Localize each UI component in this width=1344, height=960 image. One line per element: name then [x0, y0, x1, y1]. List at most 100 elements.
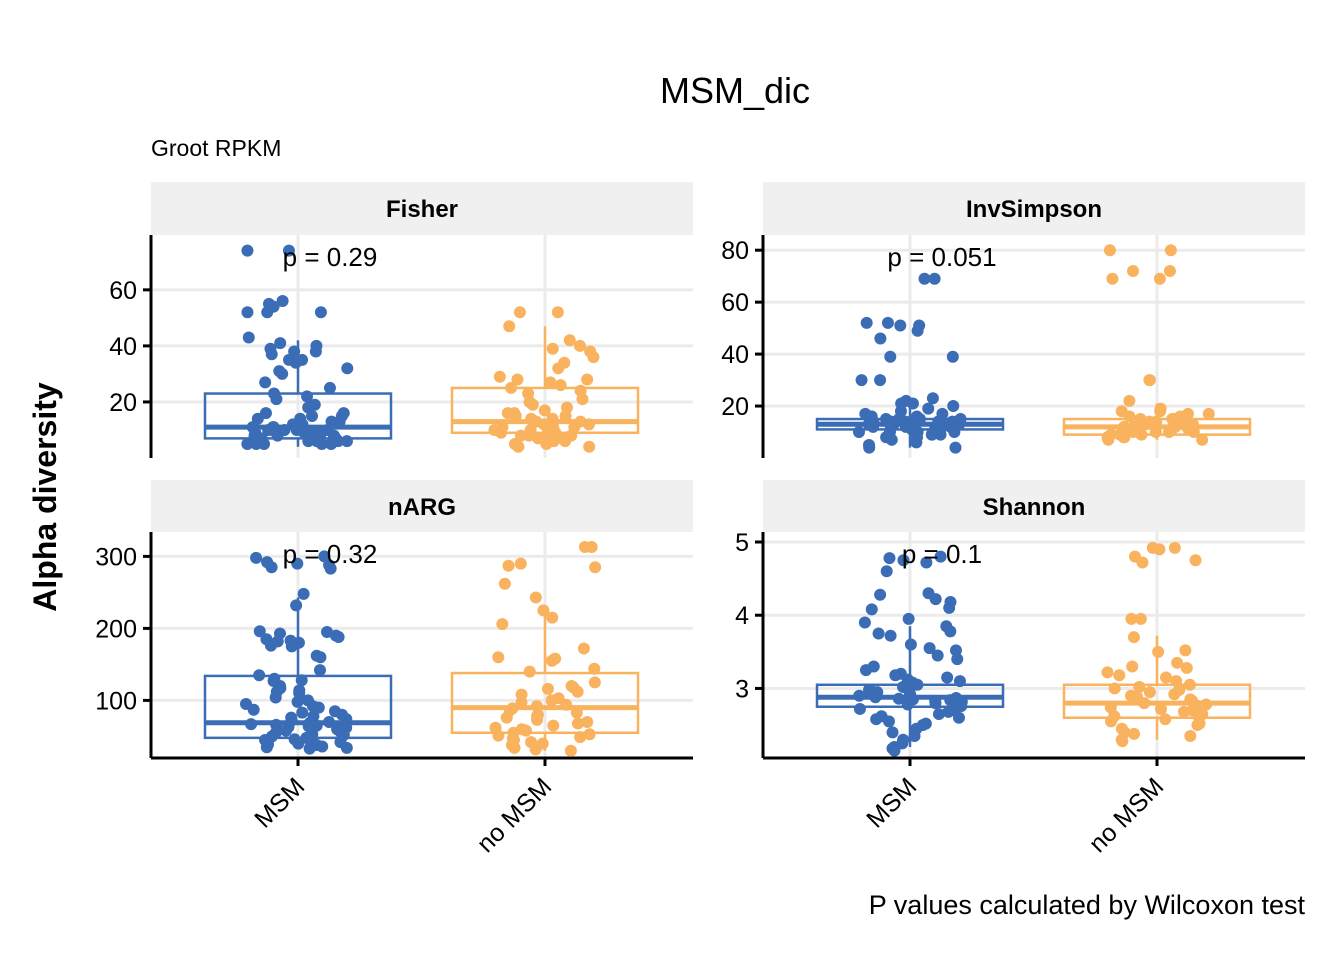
facet-strip	[151, 182, 693, 235]
data-point	[573, 339, 586, 352]
data-point	[1152, 645, 1165, 658]
data-point	[1180, 661, 1193, 674]
data-point	[860, 316, 873, 329]
data-point	[1102, 433, 1115, 446]
data-point	[1149, 426, 1162, 439]
data-point	[872, 627, 885, 640]
data-point	[1125, 612, 1138, 625]
panels-group: Fisher 20 40 60 p = 0.29 InvSimpson 20 40 60 80 p …	[95, 182, 1305, 858]
data-point	[292, 737, 305, 750]
data-point	[315, 437, 328, 450]
p-value-label: p = 0.051	[887, 242, 996, 272]
data-point	[1196, 433, 1209, 446]
data-point	[340, 435, 353, 448]
data-point	[934, 428, 947, 441]
facet-strip-label: Shannon	[983, 494, 1086, 521]
data-point	[929, 593, 942, 606]
data-point	[923, 642, 936, 655]
data-point	[547, 719, 560, 732]
p-value-label: p = 0.1	[902, 539, 982, 569]
data-point	[583, 440, 596, 453]
data-point	[241, 437, 254, 450]
data-point	[316, 740, 329, 753]
data-point	[942, 705, 955, 718]
data-point	[884, 629, 897, 642]
chart-caption: P values calculated by Wilcoxon test	[869, 890, 1306, 920]
data-point	[1127, 264, 1140, 277]
y-tick-label: 60	[721, 289, 749, 317]
data-point	[1154, 405, 1167, 418]
data-point	[537, 604, 550, 617]
data-point	[564, 744, 577, 757]
data-point	[902, 612, 915, 625]
data-point	[241, 244, 254, 257]
data-point	[859, 664, 872, 677]
data-point	[892, 692, 905, 705]
data-point	[929, 697, 942, 710]
data-point	[911, 324, 924, 337]
data-point	[947, 400, 960, 413]
data-point	[853, 702, 866, 715]
data-point	[285, 640, 298, 653]
data-point	[941, 671, 954, 684]
data-point	[1160, 671, 1173, 684]
data-point	[897, 554, 910, 567]
data-point	[498, 577, 511, 590]
data-point	[885, 433, 898, 446]
data-point	[515, 696, 528, 709]
data-point	[1135, 428, 1148, 441]
data-point	[953, 675, 966, 688]
data-point	[1138, 697, 1151, 710]
box-no-msm	[1062, 635, 1252, 740]
data-point	[492, 651, 505, 664]
data-point	[253, 669, 266, 682]
data-point	[585, 541, 598, 554]
data-point	[1143, 686, 1156, 699]
data-point	[503, 320, 516, 333]
data-point	[581, 373, 594, 386]
data-point	[946, 350, 959, 363]
data-point	[303, 742, 316, 755]
data-point	[274, 337, 287, 350]
data-point	[340, 713, 353, 726]
panel-invsimpson: InvSimpson 20 40 60 80 p = 0.051	[721, 182, 1305, 458]
data-point	[570, 706, 583, 719]
data-point	[511, 373, 524, 386]
box-iqr	[450, 671, 640, 735]
data-point	[1105, 715, 1118, 728]
data-point	[853, 689, 866, 702]
data-point	[545, 694, 558, 707]
data-point	[526, 398, 539, 411]
data-point	[325, 437, 338, 450]
data-point	[544, 376, 557, 389]
data-point	[259, 376, 272, 389]
data-point	[312, 701, 325, 714]
data-point	[874, 332, 887, 345]
data-point	[242, 331, 255, 344]
data-point	[869, 691, 882, 704]
data-point	[949, 644, 962, 657]
data-point	[870, 713, 883, 726]
y-tick-label: 5	[735, 529, 749, 557]
y-tick-label: 20	[721, 393, 749, 421]
data-point	[948, 426, 961, 439]
data-point	[270, 393, 283, 406]
data-point	[882, 715, 895, 728]
data-point	[577, 642, 590, 655]
data-point	[1108, 682, 1121, 695]
data-point	[1159, 713, 1172, 726]
data-point	[523, 665, 536, 678]
data-point	[1106, 272, 1119, 285]
data-point	[508, 741, 521, 754]
data-point	[531, 713, 544, 726]
data-point	[1154, 702, 1167, 715]
data-point	[1184, 730, 1197, 743]
data-point	[589, 561, 602, 574]
data-point	[323, 381, 336, 394]
data-point	[492, 729, 505, 742]
data-point	[576, 393, 589, 406]
data-point	[920, 556, 933, 569]
data-point	[493, 370, 506, 383]
